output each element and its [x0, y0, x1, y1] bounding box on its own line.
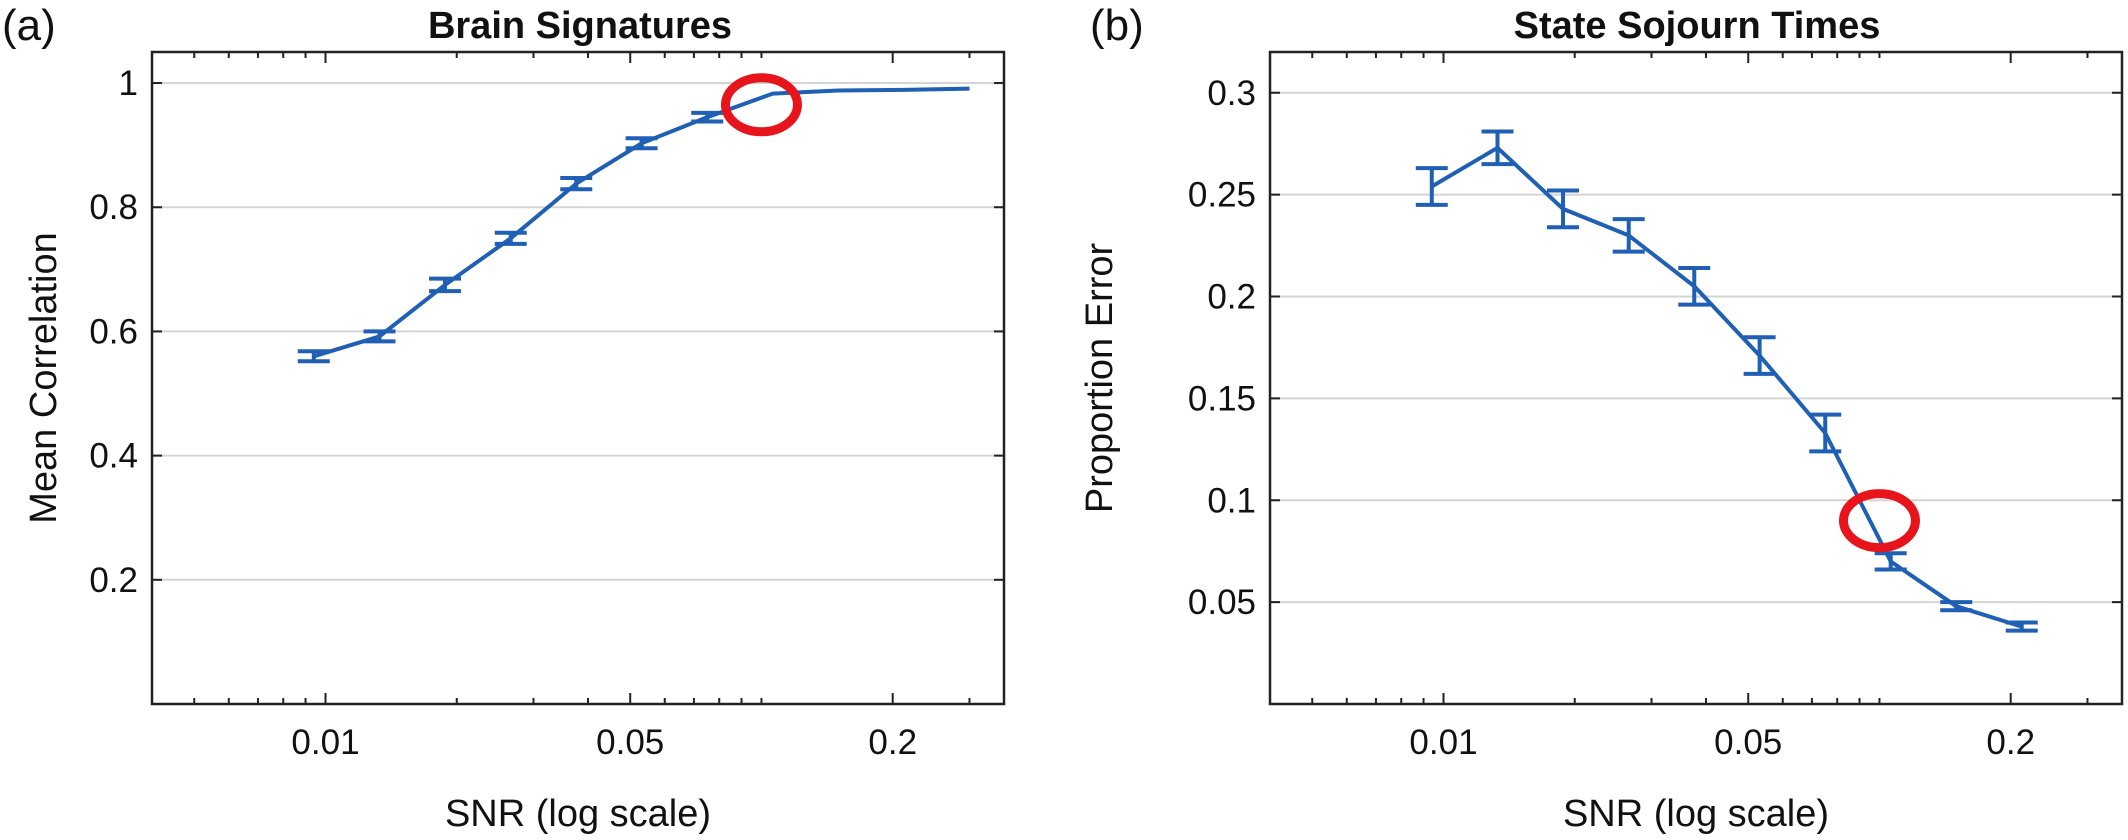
panel-b-ticks: 0.05 0.1 0.15 0.2 0.25 0.3 0.01 0.05 0.2 [1188, 52, 2122, 762]
panel-a-y-axis-label: Mean Correlation [23, 232, 65, 523]
y-tick-label: 0.25 [1188, 176, 1256, 215]
error-bar [1415, 166, 1448, 207]
error-bar [363, 329, 396, 344]
y-tick-label: 0.05 [1188, 583, 1256, 622]
error-bar [1809, 412, 1842, 454]
panel-a-plot [297, 73, 970, 364]
panel-a-label: (a) [2, 1, 56, 50]
error-bar [1612, 217, 1645, 254]
x-tick-label: 0.2 [868, 723, 917, 762]
y-tick-label: 0.1 [1207, 481, 1256, 520]
y-tick-label: 0.2 [89, 561, 138, 600]
y-tick-label: 0.3 [1207, 74, 1256, 113]
panel-b-x-axis-label: SNR (log scale) [1563, 793, 1829, 835]
y-tick-label: 1 [119, 64, 138, 103]
error-bar [1678, 265, 1711, 307]
error-bar [1743, 335, 1776, 376]
error-bar [625, 136, 658, 151]
error-bar [560, 176, 593, 192]
panel-b-axes-frame [1268, 50, 2124, 706]
data-line [313, 86, 970, 359]
panel-b-plot [1415, 129, 2038, 633]
y-tick-label: 0.15 [1188, 379, 1256, 418]
error-bar [297, 349, 330, 364]
x-tick-label: 0.01 [291, 723, 359, 762]
highlight-circle [720, 73, 802, 137]
panel-b-y-axis-label: Proportion Error [1079, 242, 1121, 513]
panel-a-gridlines [152, 82, 1004, 581]
error-bar [1547, 188, 1580, 230]
error-bar [1874, 551, 1907, 572]
error-bar [429, 276, 462, 294]
panel-b-title: State Sojourn Times [1514, 5, 1881, 47]
x-tick-label: 0.01 [1409, 723, 1477, 762]
panel-a: (a) Brain Signatures 0.20.40.60.810.01 0.… [2, 1, 1006, 835]
panel-b-gridlines [1270, 91, 2122, 604]
y-tick-label: 0.6 [89, 312, 138, 351]
x-tick-label: 0.05 [596, 723, 664, 762]
error-bar [691, 110, 724, 124]
panel-a-ticks: 0.2 0.4 0.6 0.8 1 0.01 0.05 0.2 [89, 52, 1004, 762]
error-bar [494, 230, 527, 246]
highlight-circle [1838, 489, 1920, 553]
error-bar [1940, 600, 1973, 613]
y-tick-label: 0.4 [89, 437, 138, 476]
x-tick-label: 0.05 [1714, 723, 1782, 762]
panel-b-label: (b) [1090, 1, 1144, 50]
panel-b: (b) State Sojourn Times 0.050.10.150.20.… [1079, 1, 2124, 835]
y-tick-label: 0.8 [89, 188, 138, 227]
panel-a-axes-frame [150, 50, 1006, 706]
panel-a-title: Brain Signatures [428, 5, 732, 47]
error-bar [1481, 129, 1514, 167]
panel-a-x-axis-label: SNR (log scale) [445, 793, 711, 835]
data-line [1430, 145, 2023, 629]
error-bar [2005, 620, 2038, 633]
y-tick-label: 0.2 [1207, 278, 1256, 317]
x-tick-label: 0.2 [1986, 723, 2035, 762]
